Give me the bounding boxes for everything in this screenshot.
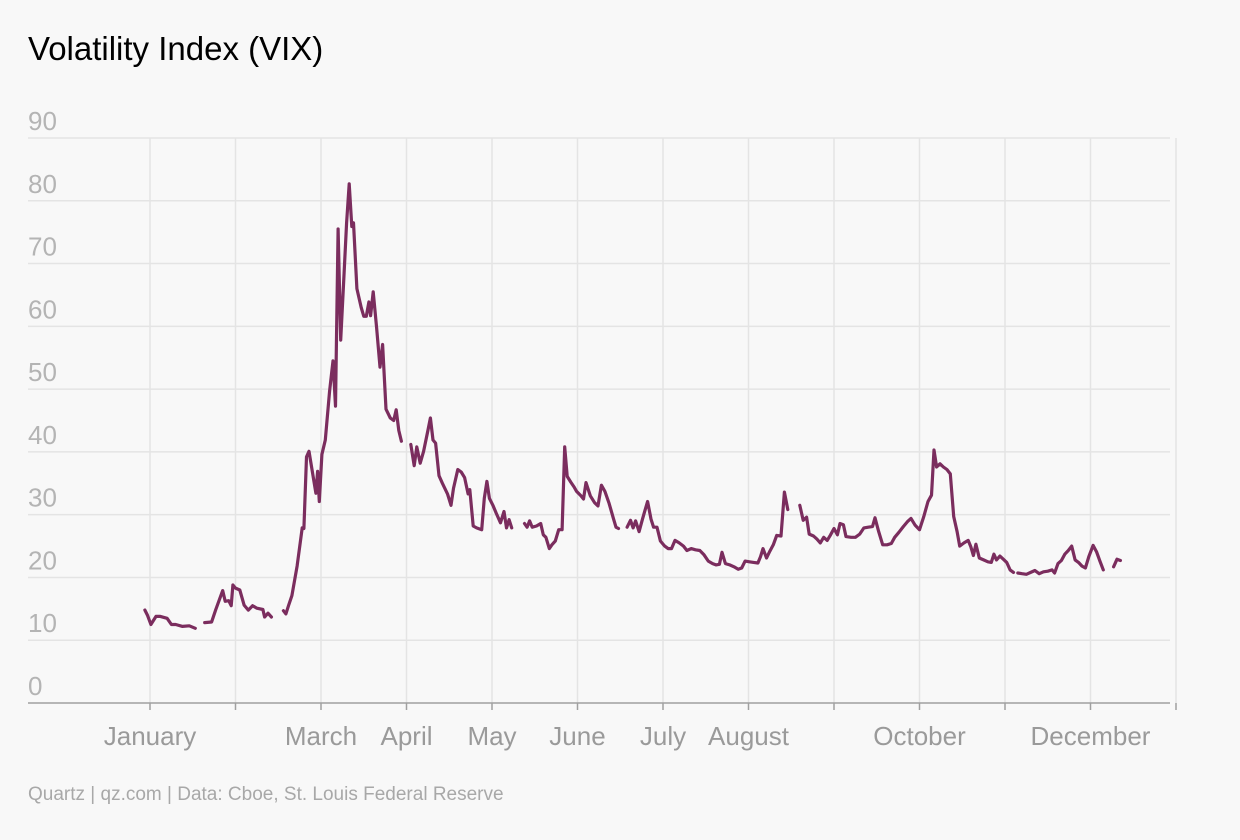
y-axis-tick-labels: 0 10 20 30 40 50 60 70 80 90 xyxy=(28,106,57,701)
y-tick-label: 30 xyxy=(28,483,57,513)
source-credit: Quartz | qz.com | Data: Cboe, St. Louis … xyxy=(28,784,504,805)
x-axis-tick-labels: January March April May June July August Octobe… xyxy=(104,721,1151,751)
x-tick-label: April xyxy=(380,721,432,751)
x-tick-label: May xyxy=(467,721,516,751)
vix-line-segment xyxy=(625,490,790,571)
y-tick-label: 60 xyxy=(28,294,57,324)
y-tick-label: 80 xyxy=(28,169,57,199)
vix-line-segment xyxy=(203,583,273,625)
x-tick-label: June xyxy=(549,721,605,751)
y-tick-label: 70 xyxy=(28,232,57,262)
x-tick-label: August xyxy=(708,721,790,751)
y-tick-label: 10 xyxy=(28,608,57,638)
vix-line-segment xyxy=(1016,543,1105,576)
y-tick-label: 40 xyxy=(28,420,57,450)
x-tick-label: January xyxy=(104,721,197,751)
chart-title: Volatility Index (VIX) xyxy=(28,30,323,67)
vix-line-segment xyxy=(409,416,514,532)
vix-series xyxy=(143,182,1122,630)
vix-line-segment xyxy=(522,445,621,551)
vix-line-segment xyxy=(1112,557,1122,569)
y-tick-label: 90 xyxy=(28,106,57,136)
chart-grid xyxy=(28,137,1177,710)
x-tick-label: July xyxy=(640,721,686,751)
x-tick-label: December xyxy=(1031,721,1151,751)
vix-line-segment xyxy=(281,182,403,616)
y-tick-label: 0 xyxy=(28,671,42,701)
x-tick-label: March xyxy=(285,721,357,751)
x-tick-label: October xyxy=(873,721,966,751)
y-tick-label: 50 xyxy=(28,357,57,387)
vix-line-segment xyxy=(143,608,197,630)
vix-line-segment xyxy=(798,448,1016,574)
y-tick-label: 20 xyxy=(28,545,57,575)
